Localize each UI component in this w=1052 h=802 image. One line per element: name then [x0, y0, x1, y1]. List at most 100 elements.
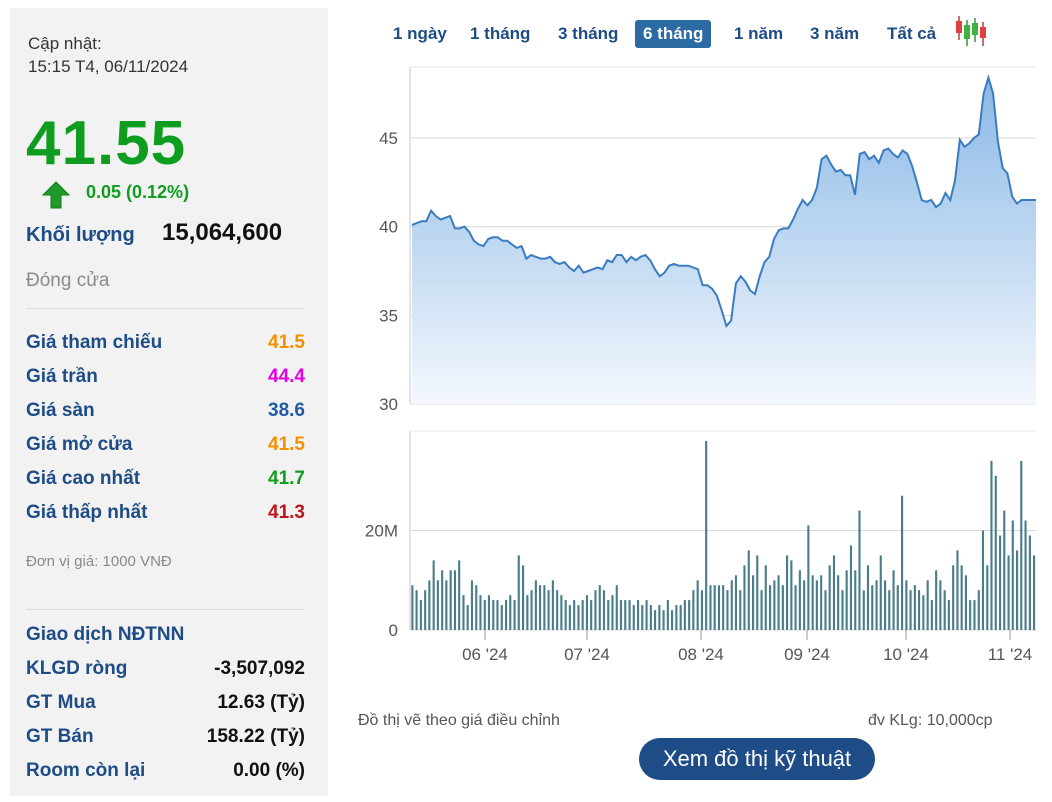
volume-bar	[794, 585, 797, 630]
volume-bar	[964, 575, 968, 630]
volume-bar	[671, 610, 674, 630]
volume-bar	[624, 600, 627, 630]
tab-6-months[interactable]: 6 tháng	[635, 20, 712, 48]
volume-bar	[730, 580, 733, 631]
volume-bar	[926, 580, 929, 631]
volume-bar	[526, 595, 529, 630]
volume-bar	[475, 585, 478, 630]
volume-bar	[492, 600, 495, 630]
volume-bar	[977, 590, 980, 630]
candlestick-icon[interactable]	[953, 14, 989, 48]
volume-bar	[820, 575, 823, 630]
x-tick-label: 11 '24	[988, 645, 1033, 664]
volume-bar	[884, 580, 887, 631]
tab-all[interactable]: Tất cả	[887, 24, 937, 43]
volume-bar	[547, 590, 550, 630]
volume-bar	[764, 565, 767, 630]
volume-bar	[1003, 510, 1006, 630]
volume-bar	[428, 580, 431, 631]
volume-bar	[564, 600, 567, 630]
volume-bar	[888, 590, 891, 630]
divider	[26, 609, 304, 610]
volume-bar	[598, 585, 601, 630]
volume-bar	[509, 595, 512, 630]
price-unit-note: Đơn vị giá: 1000 VNĐ	[26, 553, 172, 570]
volume-bar	[879, 555, 882, 630]
volume-bar	[696, 580, 699, 631]
volume-bar	[517, 555, 520, 630]
volume-bar	[930, 600, 933, 630]
foreign-row: GT Bán 158.22 (Tỷ)	[26, 726, 305, 754]
volume-bar	[986, 565, 989, 630]
volume-bar	[722, 585, 725, 630]
x-tick-label: 07 '24	[564, 645, 610, 664]
volume-bar	[692, 590, 695, 630]
volume-bar	[841, 590, 844, 630]
tab-3-months[interactable]: 3 tháng	[558, 24, 619, 43]
y-tick-label: 30	[379, 395, 398, 414]
foreign-row-label: KLGD ròng	[26, 658, 128, 679]
price-row-label: Giá mở cửa	[26, 434, 133, 455]
price-row-high: Giá cao nhất 41.7	[26, 468, 305, 496]
volume-bar	[411, 585, 414, 630]
volume-bar	[913, 585, 916, 630]
volume-bar	[752, 575, 755, 630]
volume-bar	[858, 510, 861, 630]
volume-bar	[543, 585, 546, 630]
volume-bar	[500, 605, 503, 630]
tab-1-day[interactable]: 1 ngày	[393, 24, 447, 43]
price-row-label: Giá trần	[26, 366, 98, 387]
volume-bar	[662, 610, 665, 630]
volume-bar	[739, 590, 742, 630]
up-arrow-icon	[42, 181, 70, 209]
volume-bar	[594, 590, 597, 630]
foreign-row-label: GT Mua	[26, 692, 96, 713]
price-row-value: 44.4	[268, 366, 305, 387]
volume-bar	[837, 575, 840, 630]
volume-bar	[1033, 555, 1036, 630]
volume-bar	[1007, 555, 1010, 630]
volume-bar	[1024, 520, 1027, 630]
volume-bar	[453, 570, 457, 630]
volume-bar	[649, 605, 652, 630]
volume-bar	[522, 565, 525, 630]
volume-bar	[781, 585, 784, 630]
volume-bar	[573, 600, 576, 630]
volume-bar	[1011, 520, 1014, 630]
volume-bar	[854, 570, 857, 630]
volume-bar	[705, 441, 708, 630]
foreign-row: GT Mua 12.63 (Tỷ)	[26, 692, 305, 720]
tab-1-month[interactable]: 1 tháng	[470, 24, 531, 43]
volume-bar	[828, 565, 831, 630]
price-row-low: Giá thấp nhất 41.3	[26, 502, 305, 530]
volume-bar	[479, 595, 482, 630]
volume-bar	[832, 555, 836, 630]
volume-bar	[709, 585, 712, 630]
volume-bar	[683, 600, 686, 630]
volume-bar	[585, 595, 589, 630]
chart-svg: 30 35 40 45 0 20M 06 '24 07 '24 08 '24 09 '24 10 …	[365, 66, 1036, 664]
volume-bar	[568, 605, 571, 630]
volume-bar	[939, 580, 942, 631]
x-tick-label: 10 '24	[883, 645, 929, 664]
price-row-value: 41.7	[268, 468, 305, 489]
price-row-label: Giá sàn	[26, 400, 95, 421]
volume-bar	[999, 535, 1002, 630]
tab-3-years[interactable]: 3 năm	[810, 24, 860, 43]
foreign-title-label: Giao dịch NĐTNN	[26, 624, 185, 645]
tab-1-year[interactable]: 1 năm	[734, 24, 784, 43]
volume-bar	[845, 570, 848, 630]
volume-chart: 0 20M 06 '24 07 '24 08 '24 09 '24 10 '24 11 '24	[365, 430, 1036, 664]
volume-label: Khối lượng	[26, 224, 135, 246]
price-row-label: Giá tham chiếu	[26, 332, 163, 353]
volume-bar	[436, 580, 439, 631]
volume-bar	[637, 600, 640, 630]
adjusted-price-note: Đồ thị vẽ theo giá điều chỉnh	[358, 712, 560, 729]
volume-bar	[973, 600, 976, 630]
volume-bar	[556, 590, 559, 630]
update-info: Cập nhật: 15:15 T4, 06/11/2024	[28, 32, 188, 78]
price-change: 0.05 (0.12%)	[86, 182, 190, 202]
volume-bar	[462, 595, 465, 630]
volume-bar	[811, 575, 814, 630]
technical-chart-button[interactable]: Xem đồ thị kỹ thuật	[639, 738, 875, 780]
